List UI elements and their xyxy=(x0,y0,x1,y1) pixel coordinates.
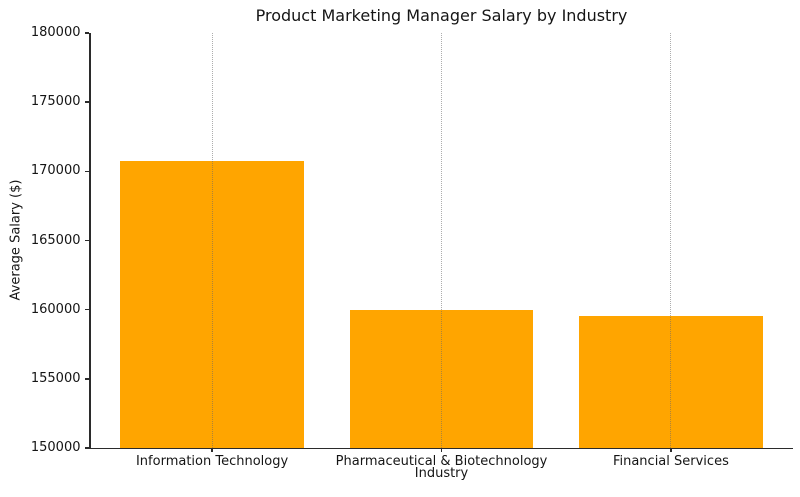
y-tick-mark xyxy=(85,239,89,242)
x-axis-label: Industry xyxy=(414,466,469,481)
y-tick-mark xyxy=(85,32,89,34)
x-tick-label: Pharmaceutical & Biotechnology xyxy=(335,454,548,469)
y-tick-label: 165000 xyxy=(30,232,81,248)
y-tick-label: 155000 xyxy=(30,370,81,386)
gridline-2 xyxy=(670,33,672,448)
y-tick-mark xyxy=(85,170,89,173)
y-tick-label: 170000 xyxy=(30,163,81,179)
gridline-0 xyxy=(211,33,213,448)
y-axis-spine xyxy=(89,33,91,450)
gridline-1 xyxy=(441,33,442,448)
x-tick-mark xyxy=(211,448,213,452)
y-tick-label: 160000 xyxy=(30,301,81,317)
x-tick-label: Information Technology xyxy=(135,454,289,469)
chart-title: Product Marketing Manager Salary by Indu… xyxy=(255,6,628,25)
y-tick-label: 180000 xyxy=(30,25,81,40)
y-tick-label: 150000 xyxy=(30,440,81,455)
plot-area: 150000 155000 160000 165000 170000 175000 1800… xyxy=(31,26,793,469)
x-tick-mark xyxy=(670,448,672,452)
y-tick-mark xyxy=(85,378,89,380)
x-tick-mark xyxy=(440,448,443,452)
y-tick-mark xyxy=(85,101,89,103)
y-tick-mark xyxy=(85,447,89,449)
x-tick-label: Financial Services xyxy=(612,454,729,469)
y-tick-mark xyxy=(85,308,89,311)
y-tick-label: 175000 xyxy=(30,94,81,110)
